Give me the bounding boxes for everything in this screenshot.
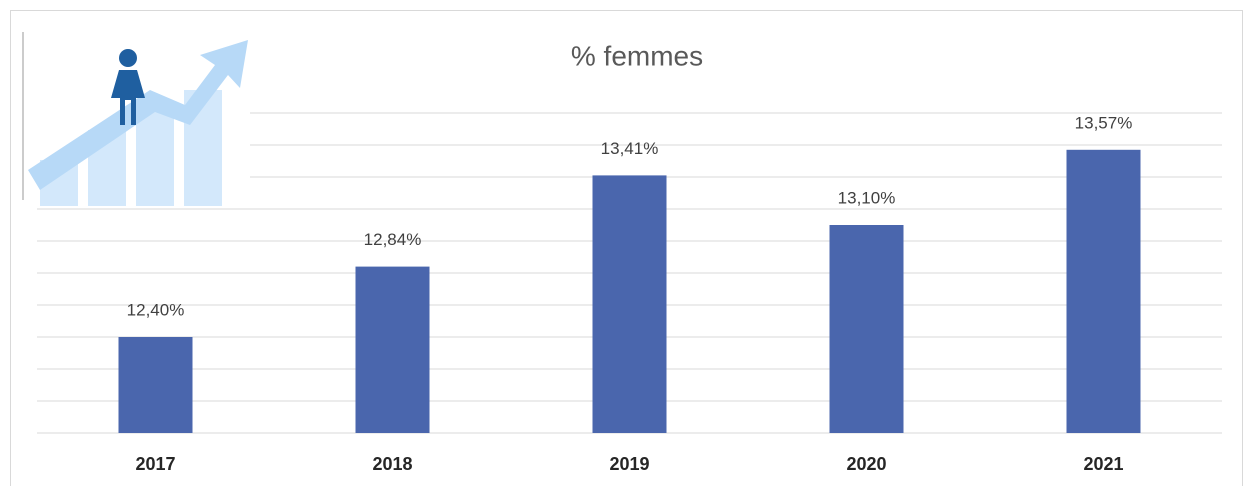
bar (829, 225, 904, 433)
icon-bar (136, 110, 174, 206)
bar (118, 337, 193, 433)
data-label: 13,57% (1075, 113, 1133, 132)
bar (355, 266, 430, 433)
x-tick-label: 2020 (846, 454, 886, 474)
chart-title: % femmes (571, 40, 703, 71)
icon (22, 28, 250, 206)
bar (1066, 149, 1141, 434)
icon-person (111, 70, 145, 125)
data-label: 13,10% (838, 188, 896, 207)
bar (592, 175, 667, 433)
data-label: 12,84% (364, 230, 422, 249)
x-tick-label: 2017 (135, 454, 175, 474)
data-label: 13,41% (601, 139, 659, 158)
data-label: 12,40% (127, 300, 185, 319)
icon-arrow (28, 40, 248, 190)
x-tick-label: 2019 (609, 454, 649, 474)
x-tick-label: 2018 (372, 454, 412, 474)
icon-person (119, 49, 137, 67)
x-tick-label: 2021 (1083, 454, 1123, 474)
